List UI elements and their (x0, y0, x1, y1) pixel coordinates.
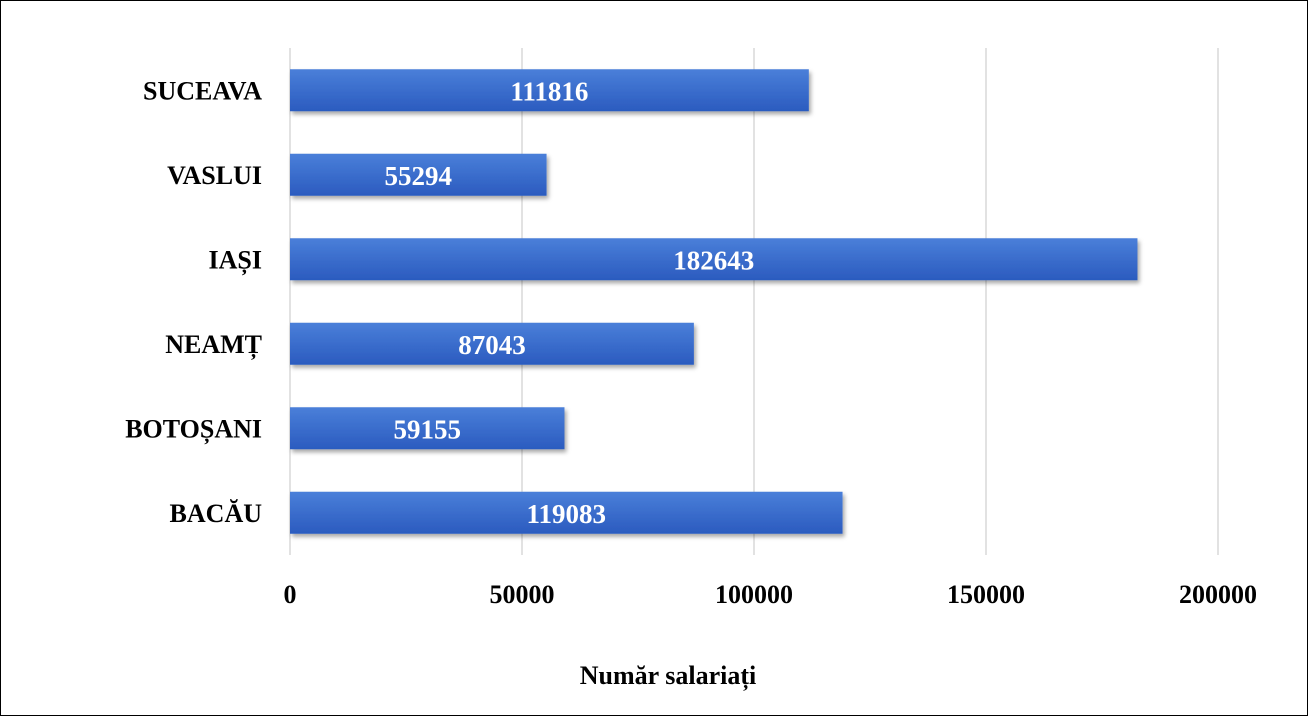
bar (290, 69, 809, 112)
category-label: BOTOȘANI (125, 414, 262, 444)
x-tick-label: 0 (284, 580, 297, 609)
x-axis-title: Număr salariați (580, 661, 756, 691)
x-tick-label: 200000 (1179, 580, 1257, 609)
data-label: 111816 (510, 76, 588, 106)
category-label: VASLUI (167, 161, 262, 190)
data-label: 59155 (393, 414, 461, 444)
bars: 111816 55294 182643 87043 59155 119083 (290, 69, 1138, 534)
bar (290, 491, 843, 534)
x-tick-labels: 0 50000 100000 150000 200000 (284, 580, 1258, 609)
category-label: NEAMȚ (165, 330, 262, 360)
bar (290, 322, 694, 365)
x-tick-label: 50000 (490, 580, 555, 609)
category-label: BACĂU (170, 499, 263, 528)
data-label: 182643 (673, 245, 754, 275)
category-label: IAȘI (209, 245, 262, 275)
bar (290, 238, 1138, 281)
data-label: 55294 (385, 161, 453, 191)
x-tick-label: 100000 (715, 580, 793, 609)
x-tick-label: 150000 (947, 580, 1025, 609)
bar (290, 407, 565, 450)
category-label: SUCEAVA (143, 76, 262, 105)
data-label: 119083 (527, 499, 607, 529)
bar (290, 153, 547, 196)
gridlines (289, 48, 1219, 555)
data-label: 87043 (458, 330, 526, 360)
category-labels: SUCEAVA VASLUI IAȘI NEAMȚ BOTOȘANI BACĂU (125, 76, 262, 528)
